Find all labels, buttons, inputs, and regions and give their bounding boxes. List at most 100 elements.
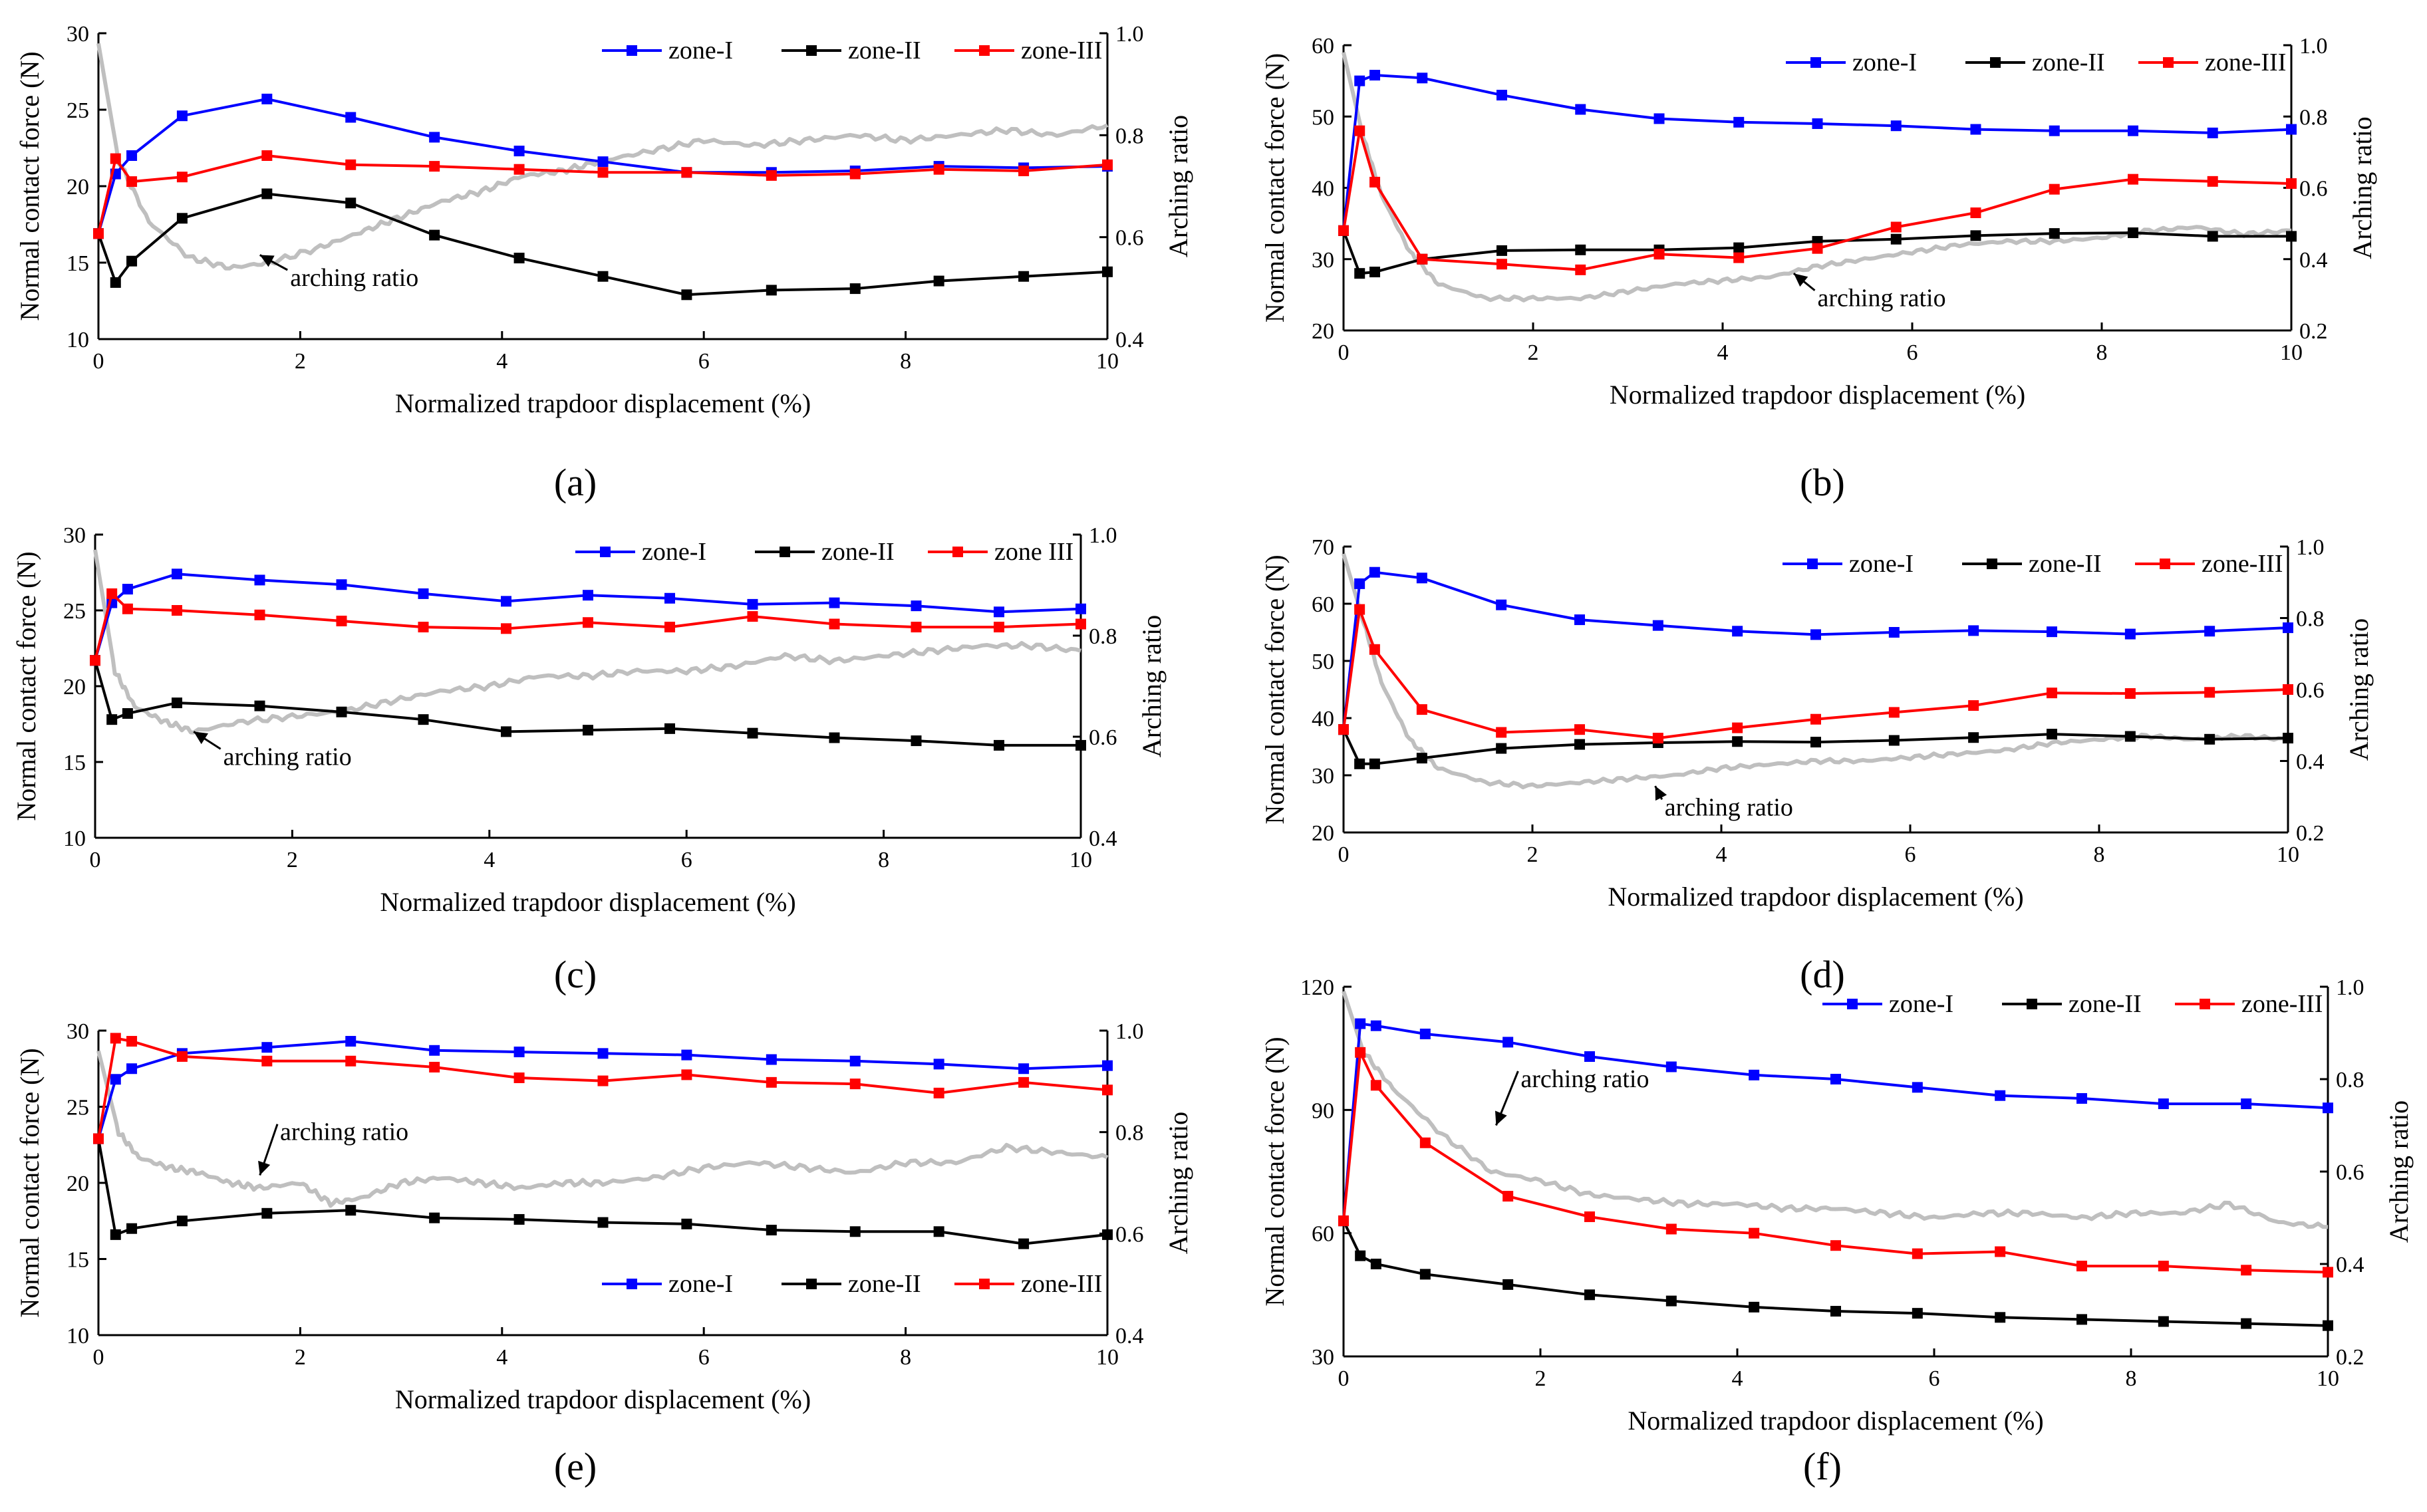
data-point	[829, 618, 840, 630]
annotation-label: arching ratio	[280, 1118, 408, 1146]
data-point	[1018, 1076, 1030, 1088]
series-zone-i	[93, 1036, 1113, 1144]
series-zone-iii	[93, 1033, 1113, 1144]
data-point	[254, 700, 265, 711]
data-point	[1369, 70, 1381, 81]
x-tick-label: 4	[484, 848, 495, 872]
legend: zone-I zone-II zone-III	[602, 1270, 1102, 1298]
x-tick-label: 0	[93, 349, 104, 374]
data-point	[122, 708, 133, 719]
x-axis-label: Normalized trapdoor displacement (%)	[1628, 1406, 2043, 1436]
data-point	[1496, 90, 1507, 101]
y2-tick-label: 0.6	[2336, 1160, 2364, 1185]
legend: zone-I zone-II zone-III	[602, 37, 1102, 64]
annotation-arrowhead	[1793, 273, 1808, 287]
legend-marker	[600, 547, 611, 557]
series-line	[1342, 570, 2289, 730]
data-point	[1416, 572, 1427, 584]
data-point	[500, 726, 511, 737]
chart-caption: (d)	[1800, 953, 1845, 996]
y-tick-label: 50	[1312, 650, 1334, 674]
series-arching-ratio	[93, 549, 1081, 735]
annotation-arrowhead	[258, 1160, 271, 1176]
data-point	[1496, 599, 1507, 610]
y-tick-label: 60	[1312, 1222, 1334, 1247]
data-point	[1369, 176, 1381, 188]
annotation-label: arching ratio	[1818, 285, 1946, 313]
x-tick-label: 6	[1907, 340, 1918, 365]
data-point	[261, 188, 273, 199]
data-point	[110, 1229, 121, 1240]
data-point	[1574, 724, 1585, 735]
data-point	[1338, 724, 1349, 735]
data-point	[933, 1059, 944, 1070]
y2-axis-label: Arching ratio	[2344, 618, 2374, 761]
data-point	[1810, 629, 1821, 640]
y-tick-label: 15	[63, 751, 86, 775]
data-point	[2204, 733, 2215, 745]
data-point	[1075, 618, 1086, 630]
legend-label: zone-II	[2029, 550, 2102, 578]
data-point	[2158, 1261, 2169, 1272]
y-tick-label: 40	[1312, 177, 1334, 201]
series-zone-i	[90, 568, 1086, 666]
data-point	[345, 1055, 357, 1067]
chart-c: 0 2 4 6 8 10 10 15 20 25 30 0.4 0.6 0.8 1.0 Normalized …	[11, 523, 1167, 996]
y-tick-label: 40	[1312, 707, 1334, 731]
data-point	[1912, 1248, 1923, 1259]
data-point	[681, 1218, 692, 1229]
data-point	[172, 568, 183, 580]
legend-marker	[627, 45, 637, 56]
data-point	[1995, 1090, 2006, 1101]
data-point	[1419, 1137, 1431, 1148]
data-point	[2049, 125, 2060, 136]
data-point	[1995, 1246, 2006, 1257]
data-point	[1502, 1279, 1514, 1290]
y2-tick-label: 1.0	[2296, 535, 2325, 560]
data-point	[933, 1087, 944, 1098]
y-tick-label: 20	[63, 675, 86, 699]
data-point	[1354, 578, 1365, 589]
data-point	[2323, 1320, 2333, 1331]
data-point	[993, 739, 1004, 751]
legend-label: zone-I	[642, 538, 706, 566]
legend-label: zone-II	[848, 37, 921, 64]
legend-label: zone-III	[2202, 550, 2283, 578]
x-tick-label: 0	[1338, 1366, 1350, 1391]
data-point	[993, 622, 1004, 633]
y2-axis-label: Arching ratio	[2384, 1100, 2414, 1243]
data-point	[254, 574, 265, 586]
data-point	[1496, 727, 1507, 738]
y2-tick-label: 0.6	[1115, 1222, 1144, 1247]
data-point	[1575, 264, 1586, 275]
data-point	[345, 1205, 357, 1216]
series-zone-ii	[93, 1133, 1113, 1249]
legend-label: zone-I	[1889, 990, 1953, 1018]
x-axis-label: Normalized trapdoor displacement (%)	[1610, 380, 2025, 410]
x-tick-label: 4	[1717, 340, 1729, 365]
x-tick-label: 2	[1528, 340, 1539, 365]
data-point	[1102, 266, 1113, 277]
annotation-label: arching ratio	[1520, 1065, 1649, 1093]
legend-marker	[2200, 999, 2210, 1009]
x-tick-label: 8	[2094, 842, 2105, 867]
data-point	[1749, 1069, 1760, 1080]
x-axis-label: Normalized trapdoor displacement (%)	[395, 388, 811, 418]
data-point	[1355, 1047, 1366, 1058]
data-point	[513, 253, 525, 264]
data-point	[2204, 626, 2215, 637]
data-point	[1733, 242, 1745, 253]
data-point	[829, 732, 840, 743]
data-point	[1584, 1211, 1595, 1222]
data-point	[429, 1045, 440, 1056]
data-point	[664, 592, 676, 604]
y2-axis-label: Arching ratio	[1163, 115, 1193, 257]
data-point	[418, 588, 429, 599]
y2-tick-label: 0.2	[2296, 821, 2325, 846]
chart-caption: (e)	[554, 1445, 597, 1488]
data-point	[911, 600, 922, 612]
data-point	[1338, 225, 1349, 236]
annotation-arrowhead	[194, 731, 209, 745]
data-point	[1812, 118, 1823, 129]
data-point	[766, 1076, 777, 1088]
